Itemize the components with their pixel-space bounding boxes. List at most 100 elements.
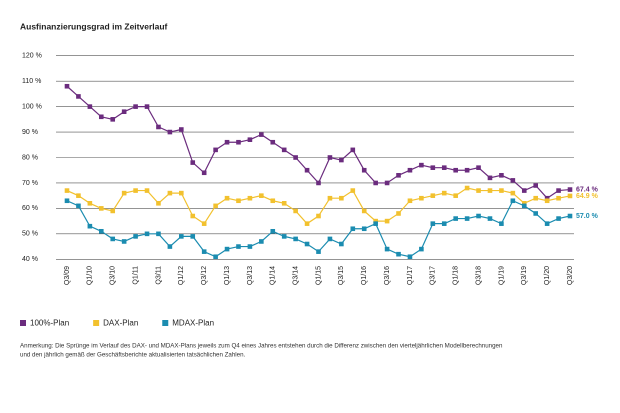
point: [133, 234, 138, 239]
point: [373, 180, 378, 186]
point: [384, 180, 390, 186]
point: [464, 185, 470, 191]
point: [144, 188, 150, 193]
point: [361, 208, 367, 214]
point: [521, 188, 527, 193]
point: [567, 187, 573, 192]
point: [190, 213, 196, 219]
point: [430, 165, 436, 170]
x-tick-label: Q1/10: [87, 266, 94, 285]
note: und den jährlich gemäß der Geschäftsberi…: [20, 352, 246, 359]
point: [396, 211, 401, 216]
point: [304, 221, 310, 226]
series-line: [66, 199, 571, 258]
point: [213, 203, 218, 209]
point: [350, 188, 356, 193]
point: [327, 236, 333, 242]
point: [156, 201, 161, 206]
point: [567, 213, 573, 219]
note: Anmerkung: Die Sprünge im Verlauf des DA…: [20, 343, 503, 350]
x-tick-label: Q3/19: [521, 266, 528, 285]
point: [396, 251, 401, 257]
point: [419, 195, 424, 201]
point: [350, 226, 356, 232]
point: [213, 147, 218, 153]
x-tick-label: Q1/20: [544, 266, 551, 285]
legend-swatch: [93, 320, 100, 326]
point: [87, 201, 93, 206]
x-tick-label: Q3/14: [292, 266, 299, 285]
point: [419, 246, 424, 252]
x-tick-label: Q1/11: [132, 266, 139, 285]
x-tick-label: Q3/09: [64, 266, 71, 285]
point: [544, 195, 550, 201]
point: [87, 223, 93, 229]
point: [76, 94, 81, 99]
point: [430, 193, 436, 198]
point: [247, 137, 253, 142]
point: [487, 188, 493, 193]
point: [167, 244, 173, 249]
point: [236, 139, 241, 145]
point: [396, 173, 401, 178]
point: [304, 241, 310, 247]
point: [384, 246, 390, 252]
x-tick-label: Q3/12: [201, 266, 208, 285]
point: [64, 83, 70, 89]
point: [373, 221, 378, 226]
x-tick-label: Q3/17: [430, 266, 437, 285]
point: [567, 193, 573, 199]
point: [339, 157, 344, 163]
point: [259, 132, 264, 137]
x-tick-label: Q1/14: [270, 266, 277, 285]
point: [98, 228, 104, 234]
point: [121, 190, 127, 196]
point: [64, 198, 70, 204]
point: [521, 201, 527, 206]
point: [316, 213, 321, 219]
point: [533, 195, 539, 201]
point: [487, 216, 493, 221]
y-tick-label: 120 %: [22, 53, 42, 60]
point: [190, 160, 196, 165]
point: [110, 236, 116, 242]
point: [407, 254, 413, 260]
point: [499, 188, 504, 193]
x-tick-label: Q3/20: [567, 266, 574, 285]
point: [499, 173, 504, 178]
point: [190, 234, 196, 239]
point: [521, 203, 527, 209]
y-tick-label: 40 %: [22, 256, 38, 263]
point: [350, 147, 356, 153]
point: [121, 109, 127, 114]
point: [201, 249, 207, 254]
x-tick-label: Q3/16: [384, 266, 391, 285]
x-tick-label: Q1/19: [498, 266, 505, 285]
point: [247, 244, 253, 249]
point: [499, 221, 504, 226]
point: [76, 193, 81, 198]
point: [110, 117, 116, 122]
point: [556, 216, 561, 221]
x-tick-label: Q1/18: [453, 266, 460, 285]
x-tick-label: Q1/17: [407, 266, 414, 285]
value-label: 64.9 %: [576, 193, 599, 200]
point: [373, 218, 378, 224]
point: [316, 249, 321, 254]
point: [407, 167, 413, 173]
point: [476, 213, 481, 219]
point: [156, 124, 161, 130]
point: [213, 254, 218, 260]
point: [236, 198, 241, 204]
point: [247, 195, 253, 201]
point: [98, 206, 104, 211]
y-tick-label: 110 %: [22, 78, 41, 85]
x-tick-label: Q3/18: [475, 266, 482, 285]
legend-label: 100%-Plan: [30, 319, 69, 328]
point: [270, 139, 276, 145]
point: [464, 216, 470, 221]
point: [179, 190, 184, 196]
point: [556, 195, 561, 201]
point: [453, 193, 458, 198]
point: [316, 180, 321, 186]
